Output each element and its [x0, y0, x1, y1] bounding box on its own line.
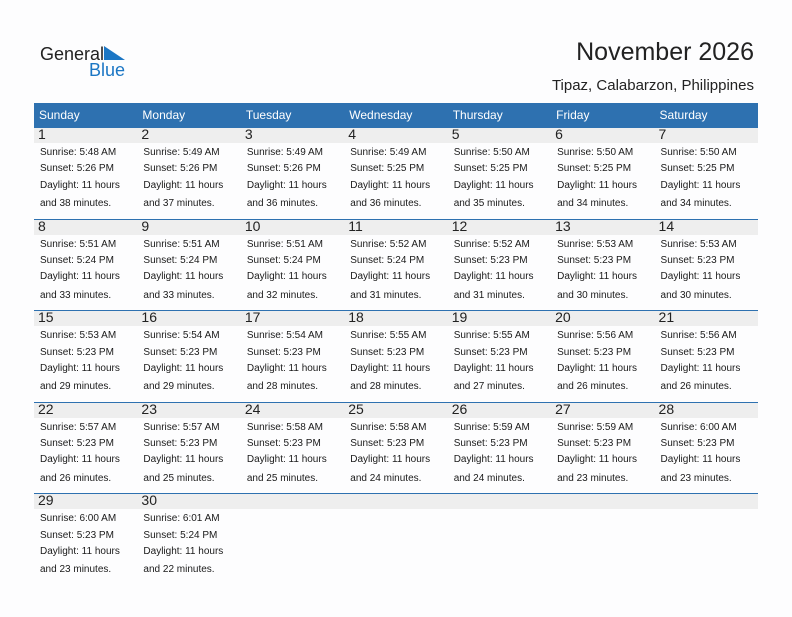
svg-text:Blue: Blue: [89, 60, 125, 80]
